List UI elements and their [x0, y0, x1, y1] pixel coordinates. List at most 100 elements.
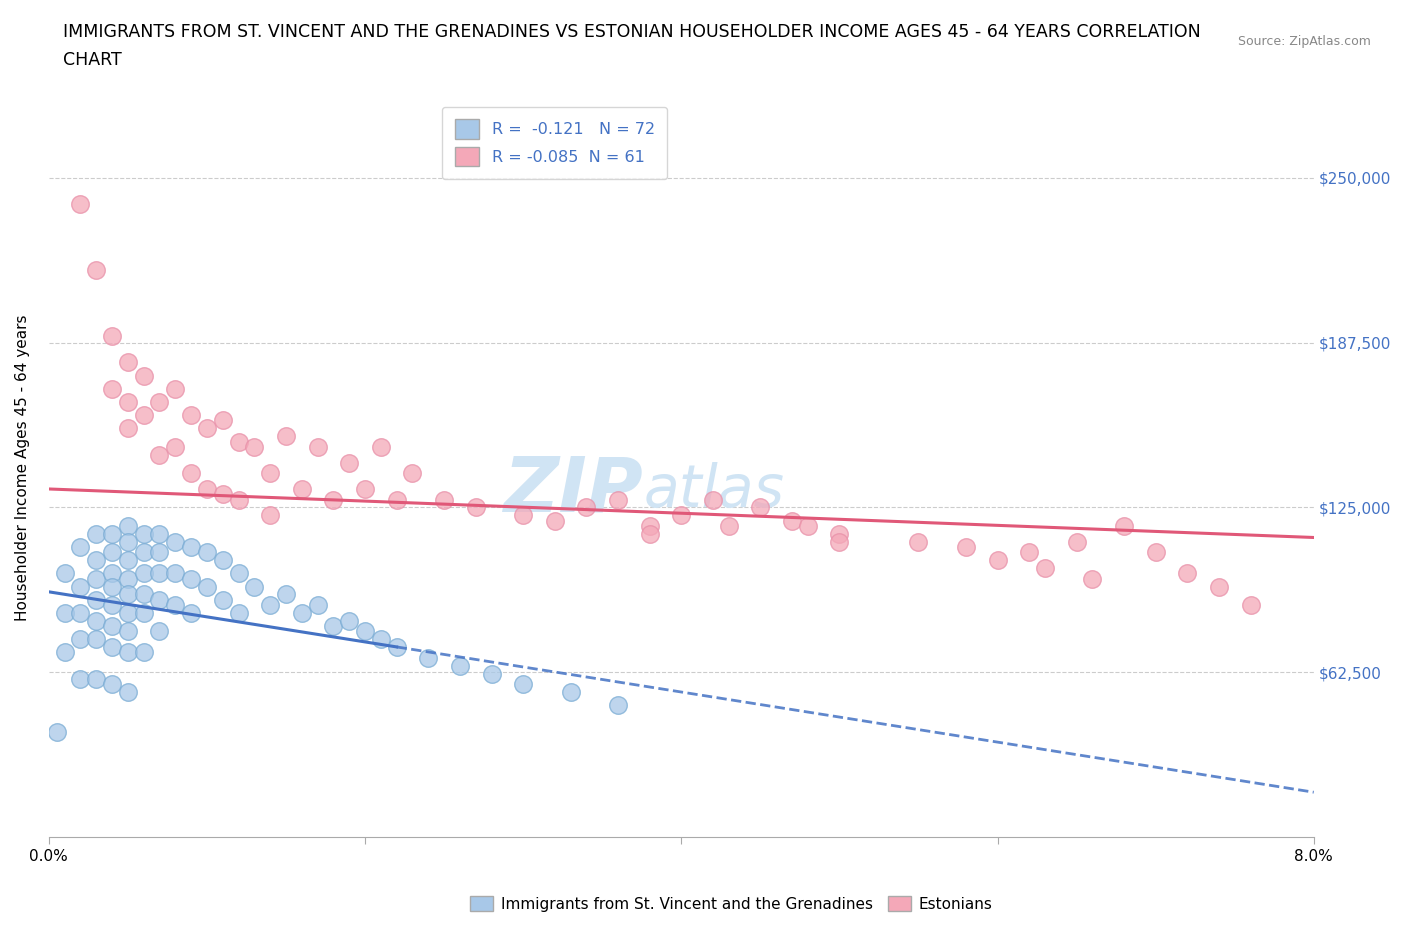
Point [1144, 545, 1167, 560]
Point [117, 355, 139, 370]
Point [797, 518, 820, 533]
Point [117, 571, 139, 586]
Point [274, 587, 297, 602]
Point [401, 466, 423, 481]
Point [544, 513, 567, 528]
Point [69, 197, 91, 212]
Point [575, 500, 598, 515]
Point [101, 381, 124, 396]
Point [45, 724, 67, 739]
Point [243, 579, 266, 594]
Point [291, 482, 314, 497]
Point [165, 534, 187, 549]
Point [101, 545, 124, 560]
Point [117, 552, 139, 567]
Point [828, 534, 851, 549]
Text: ZIP: ZIP [503, 453, 644, 527]
Point [211, 486, 233, 501]
Point [337, 455, 360, 470]
Point [195, 545, 218, 560]
Point [228, 492, 250, 507]
Point [418, 650, 440, 665]
Point [148, 394, 170, 409]
Point [132, 566, 155, 581]
Point [1066, 534, 1088, 549]
Point [53, 605, 76, 620]
Point [84, 592, 107, 607]
Point [433, 492, 456, 507]
Point [101, 598, 124, 613]
Point [101, 526, 124, 541]
Point [117, 518, 139, 533]
Point [84, 631, 107, 646]
Point [211, 592, 233, 607]
Text: CHART: CHART [63, 51, 122, 69]
Point [84, 671, 107, 686]
Point [132, 587, 155, 602]
Text: IMMIGRANTS FROM ST. VINCENT AND THE GRENADINES VS ESTONIAN HOUSEHOLDER INCOME AG: IMMIGRANTS FROM ST. VINCENT AND THE GREN… [63, 23, 1201, 41]
Point [84, 614, 107, 629]
Point [259, 466, 281, 481]
Point [165, 598, 187, 613]
Point [117, 394, 139, 409]
Point [180, 571, 202, 586]
Point [1033, 561, 1056, 576]
Point [211, 552, 233, 567]
Point [481, 666, 503, 681]
Point [117, 587, 139, 602]
Point [132, 545, 155, 560]
Point [195, 579, 218, 594]
Point [117, 421, 139, 436]
Point [117, 624, 139, 639]
Point [101, 618, 124, 633]
Point [828, 526, 851, 541]
Point [907, 534, 929, 549]
Point [307, 439, 329, 454]
Point [117, 684, 139, 699]
Point [53, 566, 76, 581]
Point [274, 429, 297, 444]
Point [84, 262, 107, 277]
Point [117, 605, 139, 620]
Point [228, 434, 250, 449]
Point [354, 482, 377, 497]
Legend: R =  -0.121   N = 72, R = -0.085  N = 61: R = -0.121 N = 72, R = -0.085 N = 61 [441, 107, 668, 179]
Point [749, 500, 772, 515]
Point [322, 618, 344, 633]
Point [449, 658, 471, 673]
Point [986, 552, 1008, 567]
Point [259, 508, 281, 523]
Point [195, 482, 218, 497]
Point [780, 513, 803, 528]
Point [148, 447, 170, 462]
Point [148, 545, 170, 560]
Point [84, 552, 107, 567]
Point [195, 421, 218, 436]
Point [638, 526, 661, 541]
Point [101, 566, 124, 581]
Point [512, 677, 534, 692]
Point [638, 518, 661, 533]
Point [148, 592, 170, 607]
Point [69, 631, 91, 646]
Point [1175, 566, 1198, 581]
Point [560, 684, 582, 699]
Point [53, 645, 76, 660]
Point [101, 677, 124, 692]
Point [132, 368, 155, 383]
Text: atlas: atlas [644, 461, 785, 519]
Point [354, 624, 377, 639]
Point [165, 381, 187, 396]
Point [165, 439, 187, 454]
Point [132, 526, 155, 541]
Point [337, 614, 360, 629]
Y-axis label: Householder Income Ages 45 - 64 years: Householder Income Ages 45 - 64 years [15, 314, 30, 621]
Text: Source: ZipAtlas.com: Source: ZipAtlas.com [1237, 35, 1371, 48]
Point [148, 624, 170, 639]
Point [117, 534, 139, 549]
Point [101, 328, 124, 343]
Point [228, 566, 250, 581]
Point [69, 539, 91, 554]
Point [607, 492, 630, 507]
Point [180, 605, 202, 620]
